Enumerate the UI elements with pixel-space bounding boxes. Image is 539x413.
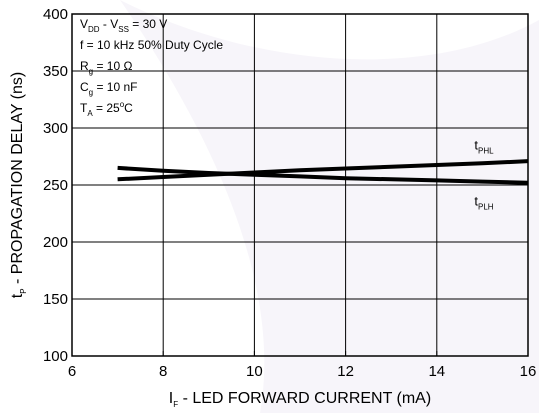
y-tick-label: 300 — [43, 120, 68, 137]
annotation-line: f = 10 kHz 50% Duty Cycle — [80, 38, 223, 52]
y-tick-label: 350 — [43, 63, 68, 80]
series-labels: tPHL tPLH — [474, 137, 494, 211]
x-tick-label: 10 — [246, 363, 263, 380]
series-line-tPHL — [117, 159, 529, 182]
grid — [72, 14, 528, 356]
x-tick-label: 16 — [520, 363, 537, 380]
x-tick-labels: 6 8 10 12 14 16 — [68, 351, 537, 380]
x-tick-label: 8 — [159, 363, 167, 380]
watermark-background — [120, 0, 539, 413]
y-tick-label: 200 — [43, 234, 68, 251]
y-tick-label: 100 — [43, 348, 68, 365]
series-label-tPHL: tPHL — [474, 137, 494, 155]
annotation-line: VDD - VSS = 30 V — [80, 17, 167, 34]
y-tick-label: 400 — [43, 6, 68, 23]
annotation-line: Cg = 10 nF — [80, 80, 138, 97]
conditions-annotation: VDD - VSS = 30 V f = 10 kHz 50% Duty Cycl… — [80, 17, 223, 118]
y-tick-label: 150 — [43, 291, 68, 308]
y-axis-title: tP - PROPAGATION DELAY (ns) — [9, 72, 28, 298]
x-tick-label: 12 — [337, 363, 354, 380]
x-axis-title: IF - LED FORWARD CURRENT (mA) — [169, 390, 431, 409]
series-group — [117, 159, 529, 185]
y-tick-label: 250 — [43, 177, 68, 194]
y-tick-labels: 100 150 200 250 300 350 400 — [43, 6, 77, 365]
series-line-tPLH — [117, 165, 529, 185]
x-tick-label: 6 — [68, 363, 76, 380]
x-tick-label: 14 — [428, 363, 445, 380]
series-label-tPLH: tPLH — [474, 194, 493, 212]
annotation-line: Rg = 10 Ω — [80, 59, 132, 76]
annotation-line: TA = 25oC — [80, 100, 133, 118]
